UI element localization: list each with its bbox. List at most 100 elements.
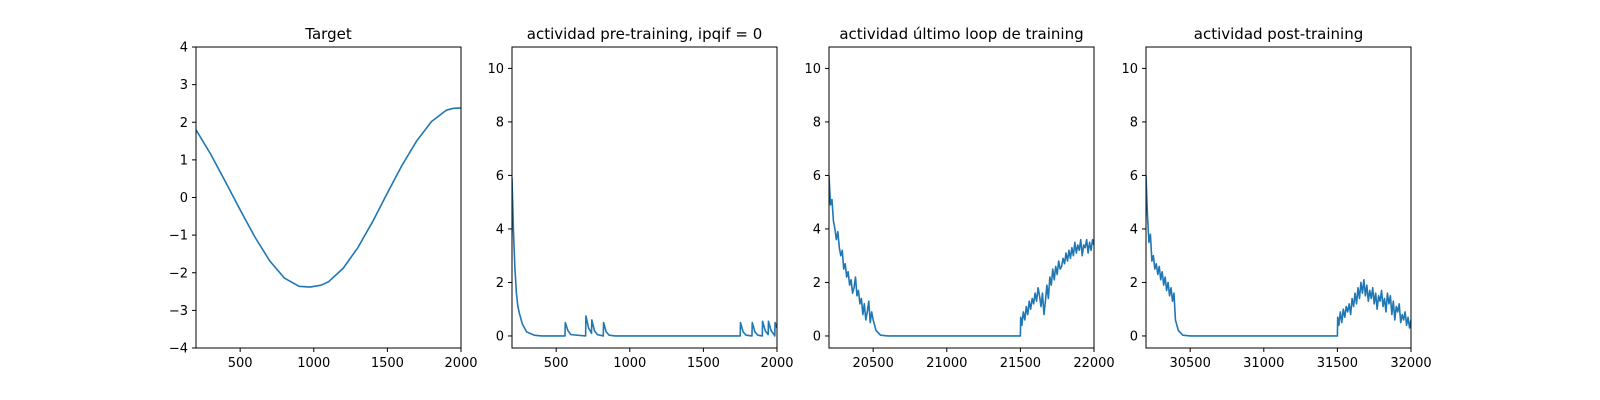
y-tick-label: 4 — [1130, 222, 1138, 237]
x-tick: 1500 — [371, 348, 404, 371]
x-tick-label: 2000 — [444, 356, 477, 371]
y-tick-label: 10 — [804, 62, 821, 77]
y-tick-label: 2 — [496, 276, 504, 291]
y-tick: 10 — [1121, 62, 1146, 77]
x-tick-label: 1500 — [371, 356, 404, 371]
y-tick: 6 — [1130, 169, 1146, 184]
x-tick: 21500 — [1000, 348, 1041, 371]
x-tick-label: 30500 — [1169, 356, 1210, 371]
y-tick: 6 — [813, 169, 829, 184]
y-tick: 10 — [804, 62, 829, 77]
y-tick: 8 — [1130, 115, 1146, 130]
y-tick: 10 — [487, 62, 512, 77]
x-tick: 1000 — [613, 348, 646, 371]
x-tick-label: 21500 — [1000, 356, 1041, 371]
y-tick: 0 — [496, 329, 512, 344]
axes-frame — [1145, 46, 1412, 349]
x-tick: 500 — [228, 348, 253, 371]
y-tick-label: 6 — [1130, 169, 1138, 184]
y-tick-label: 4 — [496, 222, 504, 237]
x-tick: 30500 — [1169, 348, 1211, 371]
x-tick: 31000 — [1243, 348, 1284, 371]
axes-last-training-loop: 20500 21000 21500 22000 0 2 4 6 8 10 actividad últ… — [804, 25, 1114, 371]
y-tick-label: 0 — [496, 329, 504, 344]
y-tick-label: 2 — [180, 116, 188, 131]
y-tick: −2 — [169, 266, 196, 281]
y-tick-label: 4 — [180, 41, 188, 56]
y-tick-label: 0 — [180, 191, 188, 206]
y-tick-label: −3 — [169, 304, 188, 319]
y-tick: 4 — [1130, 222, 1146, 237]
y-tick-label: 1 — [180, 153, 188, 168]
axes-title: actividad pre-training, ipqif = 0 — [527, 25, 763, 43]
x-tick-label: 31000 — [1243, 356, 1284, 371]
y-tick: 0 — [813, 329, 829, 344]
x-tick: 22000 — [1073, 348, 1115, 371]
y-tick: 2 — [813, 276, 829, 291]
y-tick-label: 4 — [813, 222, 821, 237]
y-tick: 4 — [180, 41, 196, 56]
series-line — [829, 175, 1094, 337]
y-tick: −4 — [169, 342, 196, 357]
axes-frame — [511, 46, 778, 349]
series-line — [1146, 175, 1411, 337]
x-tick: 2000 — [760, 348, 794, 371]
series-line — [512, 178, 777, 337]
x-tick-label: 21000 — [926, 356, 967, 371]
y-tick: 0 — [1130, 329, 1146, 344]
y-tick-label: 10 — [1121, 62, 1138, 77]
axes-post-training: 30500 31000 31500 32000 0 2 4 6 8 10 actividad pos… — [1121, 25, 1431, 371]
y-tick: 6 — [496, 169, 512, 184]
x-tick-label: 31500 — [1317, 356, 1358, 371]
x-tick-label: 1500 — [687, 356, 720, 371]
y-tick: 1 — [180, 153, 196, 168]
x-tick: 1500 — [687, 348, 720, 371]
y-tick: 8 — [813, 115, 829, 130]
x-tick: 2000 — [444, 348, 478, 371]
y-tick-label: 0 — [813, 329, 821, 344]
series-line — [196, 107, 461, 288]
axes-title: actividad último loop de training — [839, 25, 1083, 43]
x-tick-label: 1000 — [297, 356, 330, 371]
y-tick-label: 6 — [496, 169, 504, 184]
axes-title: Target — [304, 25, 352, 43]
y-tick: −1 — [169, 229, 196, 244]
x-tick-label: 22000 — [1073, 356, 1114, 371]
axes-pre-training: 500 1000 1500 2000 0 2 4 6 8 10 actividad pre-trai… — [487, 25, 793, 371]
x-tick-label: 20500 — [852, 356, 893, 371]
x-tick-label: 500 — [228, 356, 253, 371]
y-tick: 4 — [813, 222, 829, 237]
x-tick: 21000 — [926, 348, 967, 371]
y-tick: 4 — [496, 222, 512, 237]
y-tick: −3 — [169, 304, 196, 319]
y-tick-label: −1 — [169, 229, 188, 244]
x-tick: 20500 — [852, 348, 894, 371]
axes-title: actividad post-training — [1194, 25, 1363, 43]
y-tick: 2 — [1130, 276, 1146, 291]
y-tick: 0 — [180, 191, 196, 206]
x-tick: 1000 — [297, 348, 330, 371]
axes-frame — [195, 46, 462, 349]
y-tick-label: 8 — [1130, 115, 1138, 130]
y-tick-label: 2 — [813, 276, 821, 291]
y-tick-label: 3 — [180, 78, 188, 93]
axes-frame — [828, 46, 1095, 349]
x-tick-label: 32000 — [1390, 356, 1431, 371]
x-tick: 32000 — [1390, 348, 1432, 371]
y-tick: 2 — [180, 116, 196, 131]
axes-target: 500 1000 1500 2000 −4 −3 −2 −1 0 1 2 3 4 Target — [169, 25, 478, 371]
y-tick: 2 — [496, 276, 512, 291]
x-tick-label: 500 — [544, 356, 569, 371]
x-tick-label: 1000 — [613, 356, 646, 371]
y-tick-label: 6 — [813, 169, 821, 184]
x-tick: 31500 — [1317, 348, 1358, 371]
y-tick-label: 0 — [1130, 329, 1138, 344]
y-tick-label: −2 — [169, 266, 188, 281]
y-tick-label: −4 — [169, 342, 188, 357]
y-tick: 8 — [496, 115, 512, 130]
y-tick-label: 10 — [487, 62, 504, 77]
y-tick-label: 2 — [1130, 276, 1138, 291]
y-tick: 3 — [180, 78, 196, 93]
x-tick: 500 — [544, 348, 569, 371]
